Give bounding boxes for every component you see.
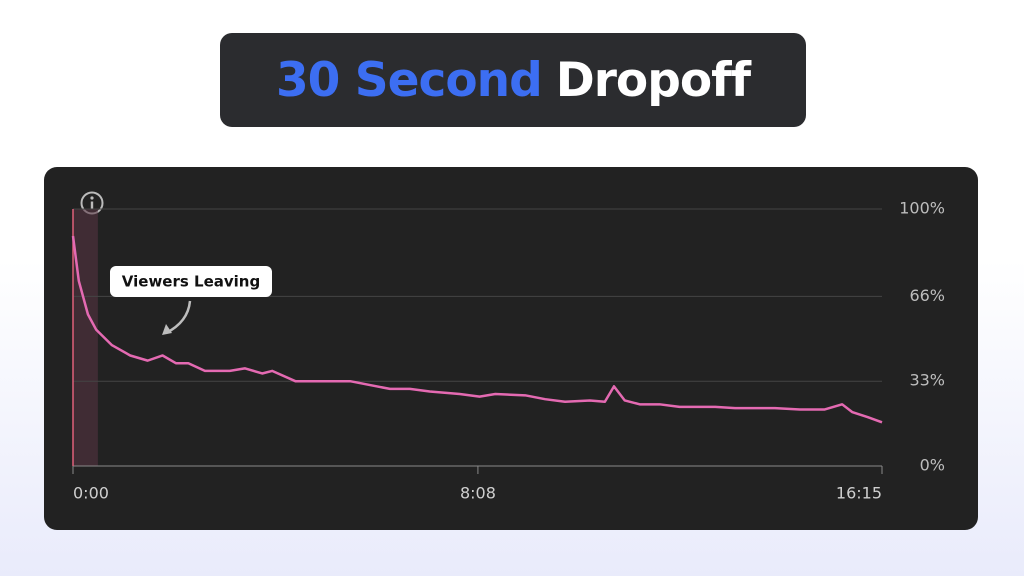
- chart-panel: [44, 167, 978, 530]
- x-tick-label: 8:08: [460, 484, 496, 503]
- highlight-region: [73, 209, 98, 466]
- title-rest: Dropoff: [555, 52, 751, 108]
- y-tick-label: 0%: [920, 456, 945, 475]
- annotation-box: [110, 266, 272, 297]
- x-tick-label: 16:15: [836, 484, 882, 503]
- title-highlight: 30 Second: [275, 52, 543, 108]
- x-tick-label: 0:00: [73, 484, 109, 503]
- title-box: 30 Second Dropoff: [220, 33, 806, 127]
- annotation-text: Viewers Leaving: [122, 273, 260, 291]
- y-tick-label: 66%: [909, 286, 945, 305]
- y-tick-label: 100%: [899, 199, 945, 218]
- retention-line: [71, 235, 883, 424]
- annotation-arrowhead: [162, 324, 172, 335]
- y-tick-label: 33%: [909, 371, 945, 390]
